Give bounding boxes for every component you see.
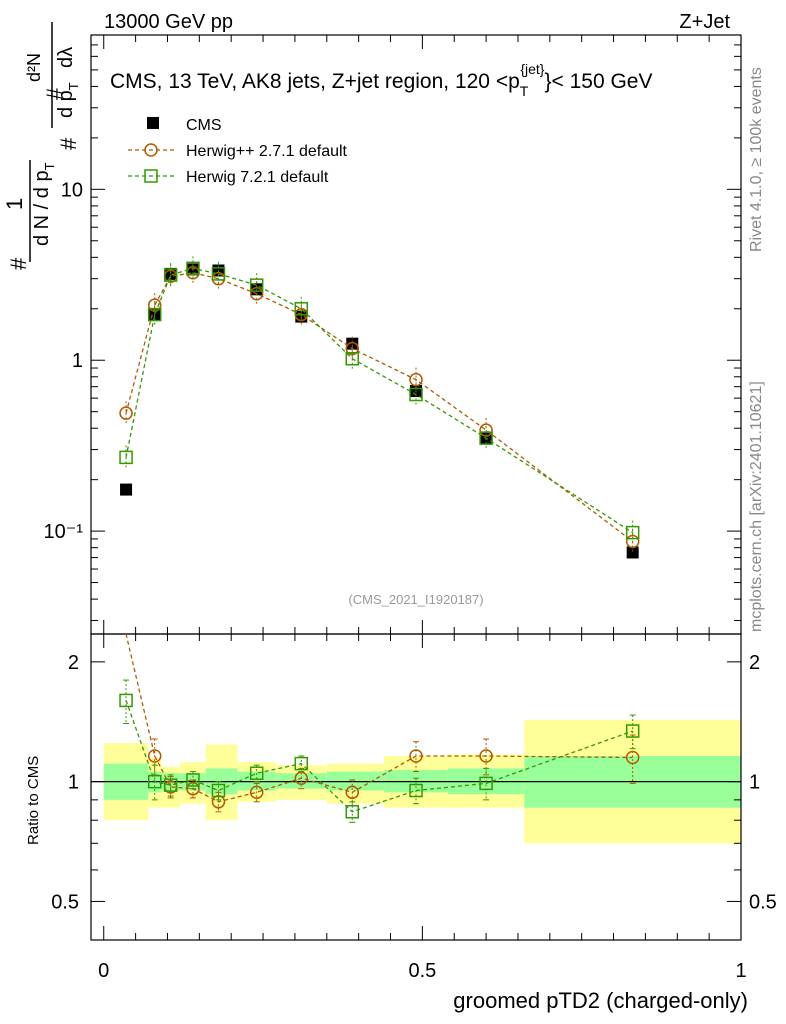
- legend: CMS Herwig++ 2.7.1 default Herwig 7.2.1 …: [128, 117, 348, 186]
- data-point-herwig7: [186, 261, 200, 276]
- legend-marker-herwigpp: [144, 143, 158, 157]
- main-title: CMS, 13 TeV, AK8 jets, Z+jet region, 120…: [110, 61, 652, 99]
- ratio-point-herwig7: [119, 693, 133, 708]
- ratio-point-herwig7: [163, 778, 178, 792]
- data-point-herwig7: [211, 267, 226, 281]
- data-point-herwig7: [147, 307, 162, 322]
- ratio-series-line-1: [125, 700, 633, 813]
- data-point-herwig7: [294, 302, 309, 316]
- ylabel-den-2: d pT: [55, 82, 81, 118]
- data-point-herwig7: [249, 278, 264, 292]
- series-line-2: [125, 267, 634, 534]
- data-point-herwig7: [409, 387, 423, 402]
- x-axis-label: groomed pTD2 (charged-only): [453, 988, 748, 1013]
- band-inner: [237, 771, 276, 791]
- ratio-point-herwig7: [186, 773, 200, 787]
- ratio-point-herwig7: [625, 724, 640, 738]
- main-axis-ticks: 10⁻¹ 1 10: [44, 34, 742, 634]
- data-point-cms: [346, 337, 359, 350]
- data-point-herwigpp: [345, 341, 360, 356]
- ratio-point-herwig7: [409, 783, 423, 798]
- main-ytick-label: 1: [72, 350, 83, 372]
- data-point-herwigpp: [119, 406, 133, 420]
- data-point-herwig7: [479, 431, 493, 445]
- ratio-plot-frame: [90, 633, 742, 941]
- ylabel-hash-1: #: [6, 257, 31, 270]
- ylabel-hash-3: #: [42, 87, 67, 100]
- main-data-layer: [119, 256, 640, 559]
- ratio-ytick-label-right: 2: [749, 652, 760, 674]
- x-tick-label: 0.5: [408, 960, 436, 982]
- title-sub: T: [520, 83, 529, 99]
- legend-marker-cms: [147, 117, 159, 129]
- ratio-point-herwigpp: [294, 771, 309, 785]
- ratio-series-line-0: [125, 633, 633, 803]
- ratio-ytick-label-right: 0.5: [749, 891, 777, 913]
- ylabel-dl: dλ: [55, 47, 77, 68]
- ylabel-den-1: d N / d pT: [31, 162, 57, 246]
- ratio-point-herwig7: [294, 756, 309, 771]
- main-ylabel: # 1 d N / d pT # # d²N d pT dλ: [2, 22, 81, 270]
- data-point-herwig7: [345, 352, 360, 366]
- legend-label-herwig7: Herwig 7.2.1 default: [186, 169, 329, 186]
- ylabel-d2n: d²N: [24, 53, 44, 82]
- header-left: 13000 GeV pp: [104, 11, 233, 33]
- mcplots-info: mcplots.cern.ch [arXiv:2401.10621]: [748, 381, 765, 632]
- analysis-tag: (CMS_2021_I1920187): [348, 592, 483, 607]
- ylabel-hash-2: #: [56, 137, 81, 150]
- ratio-ytick-label-right: 1: [749, 772, 760, 794]
- ratio-point-herwig7: [479, 776, 493, 791]
- series-line-1: [125, 272, 634, 542]
- data-point-herwig7: [119, 450, 133, 465]
- ylabel-den-1-main: d N / d p: [31, 170, 53, 246]
- title-suffix: }< 150 GeV: [544, 70, 652, 93]
- ratio-axis-ticks: 0.5 0.5 1 1 2 2 0 0.5 1: [51, 634, 777, 982]
- data-point-herwigpp: [409, 372, 423, 387]
- ratio-point-herwigpp: [345, 785, 360, 800]
- ratio-ytick-label-left: 0.5: [51, 891, 79, 913]
- data-point-herwig7: [625, 525, 640, 540]
- ratio-point-herwigpp: [479, 749, 493, 763]
- header-right: Z+Jet: [679, 11, 730, 33]
- ratio-point-herwigpp: [186, 781, 200, 796]
- main-ytick-label: 10⁻¹: [44, 521, 84, 543]
- x-tick-label: 1: [735, 960, 746, 982]
- title-sup: {jet}: [520, 61, 544, 77]
- legend-label-herwigpp: Herwig++ 2.7.1 default: [186, 143, 348, 160]
- data-point-herwig7: [163, 268, 178, 282]
- data-point-herwigpp: [625, 534, 640, 549]
- ratio-ylabel: Ratio to CMS: [25, 756, 42, 845]
- ratio-ytick-label-left: 2: [68, 652, 79, 674]
- ratio-point-herwigpp: [409, 749, 423, 763]
- legend-marker-herwig7: [144, 169, 158, 183]
- ratio-point-herwigpp: [625, 750, 640, 765]
- ratio-point-herwigpp: [249, 785, 264, 800]
- data-point-cms: [626, 546, 639, 559]
- title-prefix: CMS, 13 TeV, AK8 jets, Z+jet region, 120…: [110, 70, 520, 93]
- ylabel-den-1-sub: T: [42, 162, 57, 170]
- ylabel-den-2-sub: T: [66, 82, 81, 90]
- main-ytick-label: 10: [61, 179, 83, 201]
- x-tick-label: 0: [98, 960, 109, 982]
- ratio-point-herwig7: [147, 774, 162, 789]
- ratio-ytick-label-left: 1: [68, 772, 79, 794]
- ratio-data-layer: [119, 633, 640, 823]
- data-point-cms: [120, 483, 133, 496]
- ylabel-num: 1: [2, 198, 27, 210]
- rivet-info: Rivet 4.1.0, ≥ 100k events: [748, 67, 765, 252]
- ratio-point-herwigpp: [147, 749, 162, 763]
- ylabel-den-2-main: d p: [55, 90, 77, 118]
- ratio-point-herwig7: [345, 805, 360, 819]
- ratio-point-herwig7: [249, 766, 264, 780]
- legend-label-cms: CMS: [186, 117, 222, 134]
- band-inner: [326, 771, 385, 791]
- ratio-point-herwig7: [211, 783, 226, 798]
- data-point-herwigpp: [249, 286, 264, 301]
